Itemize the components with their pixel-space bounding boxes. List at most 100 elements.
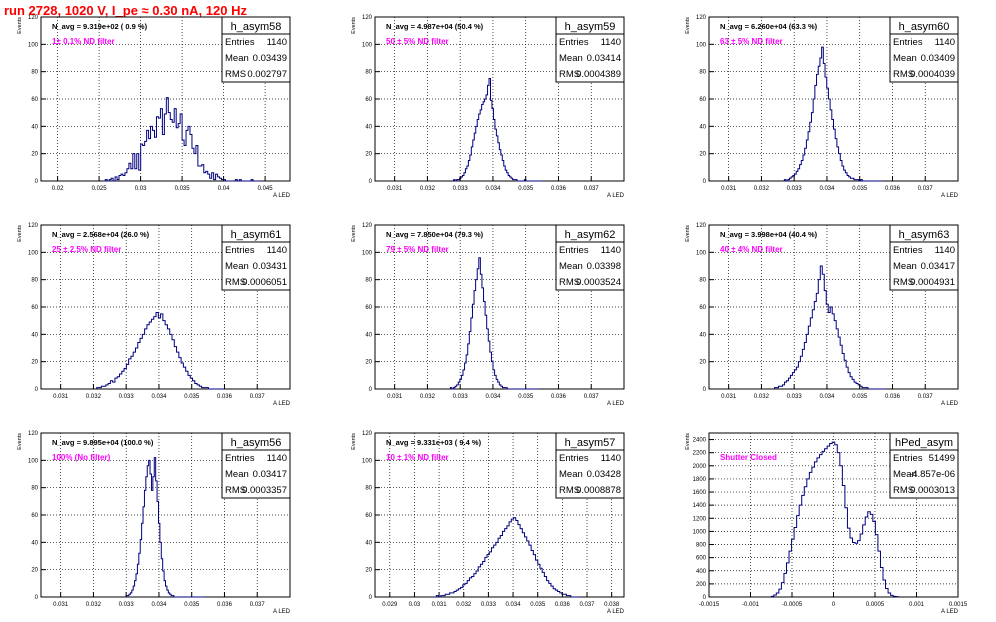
y-tick-label: 40	[365, 540, 372, 546]
x-tick-label: 0.032	[754, 394, 770, 400]
navg-text: N_avg = 4.987e+04 (50.4 %)	[386, 22, 484, 31]
histogram-panel-h_asym60: 0.031 0.032 0.033 0.034 0.035 0.036 0.037 0 20 40…	[685, 15, 959, 199]
histogram-series	[103, 97, 261, 182]
stats-value-mean: 0.03439	[253, 53, 287, 64]
x-tick-label: 0.035	[175, 186, 191, 192]
y-tick-label: 40	[699, 124, 706, 130]
stats-label-mean: Mean	[559, 469, 583, 480]
x-tick-label: -0.0005	[782, 602, 803, 608]
stats-box	[221, 33, 291, 83]
filter-annotation: Shutter Closed	[720, 453, 777, 462]
stats-value-rms: 0.0006051	[242, 277, 287, 288]
x-tick-label: 0.037	[584, 394, 600, 400]
y-tick-label: 20	[365, 360, 372, 366]
stats-label-rms: RMS	[559, 485, 580, 496]
filter-annotation: 63 ± 5% ND filter	[720, 37, 783, 46]
filter-annotation: 100% (No filter)	[52, 453, 111, 462]
stats-label-mean: Mean	[893, 261, 917, 272]
stats-value-rms: 0.0003357	[242, 485, 287, 496]
y-tick-label: 0	[703, 179, 707, 185]
y-tick-label: 120	[28, 223, 39, 229]
y-tick-label: 100	[362, 42, 373, 48]
x-tick-label: 0.029	[382, 602, 398, 608]
x-tick-label: 0.031	[721, 394, 737, 400]
stats-label-entries: Entries	[559, 453, 589, 464]
y-tick-label: 60	[365, 513, 372, 519]
stats-value-rms: 0.0004039	[910, 69, 955, 80]
stats-label-rms: RMS	[559, 277, 580, 288]
x-tick-label: 0.035	[184, 602, 200, 608]
x-tick-label: 0.025	[92, 186, 108, 192]
x-tick-label: 0.034	[819, 186, 835, 192]
stats-label-entries: Entries	[225, 245, 255, 256]
y-tick-label: 40	[31, 124, 38, 130]
x-tick-label: 0.045	[258, 186, 274, 192]
stats-label-rms: RMS	[225, 69, 246, 80]
x-tick-label: 0.036	[217, 394, 233, 400]
stats-label-entries: Entries	[225, 453, 255, 464]
y-tick-label: 800	[696, 543, 707, 549]
stats-label-mean: Mean	[893, 469, 917, 480]
y-tick-label: 100	[28, 458, 39, 464]
x-tick-label: -0.001	[742, 602, 760, 608]
x-axis-label: A LED	[607, 609, 625, 615]
x-axis-label: A LED	[607, 193, 625, 199]
histogram-series	[453, 78, 543, 182]
y-tick-label: 100	[28, 42, 39, 48]
stats-value-mean: 0.03398	[587, 261, 621, 272]
x-tick-label: 0.036	[555, 602, 571, 608]
stats-value-mean: 0.03428	[587, 469, 621, 480]
x-tick-label: 0.035	[530, 602, 546, 608]
x-axis-label: A LED	[941, 609, 959, 615]
histogram-panel-hPed_asym: -0.0015 -0.001 -0.0005 0 0.0005 0.001 0.0015 0 2…	[685, 432, 968, 615]
x-tick-label: 0.036	[885, 394, 901, 400]
stats-label-mean: Mean	[225, 53, 249, 64]
y-tick-label: 0	[369, 595, 373, 601]
stats-label-rms: RMS	[559, 69, 580, 80]
stats-label-entries: Entries	[559, 37, 589, 48]
stats-label-mean: Mean	[225, 469, 249, 480]
y-tick-label: 80	[699, 278, 706, 284]
stats-value-mean: 0.03417	[253, 469, 287, 480]
x-tick-label: 0.037	[918, 394, 934, 400]
histogram-name: h_asym56	[231, 437, 282, 449]
x-tick-label: 0.001	[909, 602, 925, 608]
y-tick-label: 120	[28, 431, 39, 437]
x-tick-label: 0.033	[481, 602, 497, 608]
filter-annotation: 40 ± 4% ND filter	[720, 245, 783, 254]
x-tick-label: 0.035	[518, 394, 534, 400]
x-tick-label: 0.034	[151, 394, 167, 400]
y-axis-label: Events	[351, 225, 357, 242]
x-tick-label: 0.03	[135, 186, 147, 192]
filter-annotation: 79 ± 5% ND filter	[386, 245, 449, 254]
histogram-name: h_asym60	[899, 21, 950, 33]
y-axis-label: Events	[17, 17, 23, 34]
filter-annotation: 1± 0.1% ND filter	[52, 37, 115, 46]
y-tick-label: 80	[365, 486, 372, 492]
histogram-series	[774, 265, 886, 390]
histogram-panel-h_asym59: 0.031 0.032 0.033 0.034 0.035 0.036 0.037 0 20 40…	[351, 15, 625, 199]
stats-value-rms: 0.002797	[247, 69, 287, 80]
x-tick-label: 0.034	[506, 602, 522, 608]
y-tick-label: 60	[31, 305, 38, 311]
histogram-panel-h_asym63: 0.031 0.032 0.033 0.034 0.035 0.036 0.037 0 20 40…	[685, 223, 959, 407]
histogram-name: h_asym61	[231, 229, 282, 241]
y-tick-label: 0	[369, 179, 373, 185]
stats-value-mean: 0.03414	[587, 53, 621, 64]
stats-value-rms: 0.0008878	[576, 485, 621, 496]
y-tick-label: 20	[31, 152, 38, 158]
y-tick-label: 60	[365, 305, 372, 311]
x-tick-label: 0.033	[119, 394, 135, 400]
y-tick-label: 0	[35, 387, 39, 393]
stats-label-entries: Entries	[225, 37, 255, 48]
stats-value-mean: -4.857e-06	[909, 469, 955, 480]
histogram-panel-h_asym58: 0.02 0.025 0.03 0.035 0.04 0.045 0 20 40 60 80 100 1…	[17, 15, 291, 199]
y-tick-label: 0	[369, 387, 373, 393]
y-tick-label: 2200	[693, 451, 707, 457]
x-tick-label: 0.032	[420, 186, 436, 192]
x-tick-label: 0	[832, 602, 836, 608]
y-tick-label: 80	[31, 278, 38, 284]
y-tick-label: 80	[699, 70, 706, 76]
stats-label-rms: RMS	[893, 277, 914, 288]
x-tick-label: 0.032	[754, 186, 770, 192]
